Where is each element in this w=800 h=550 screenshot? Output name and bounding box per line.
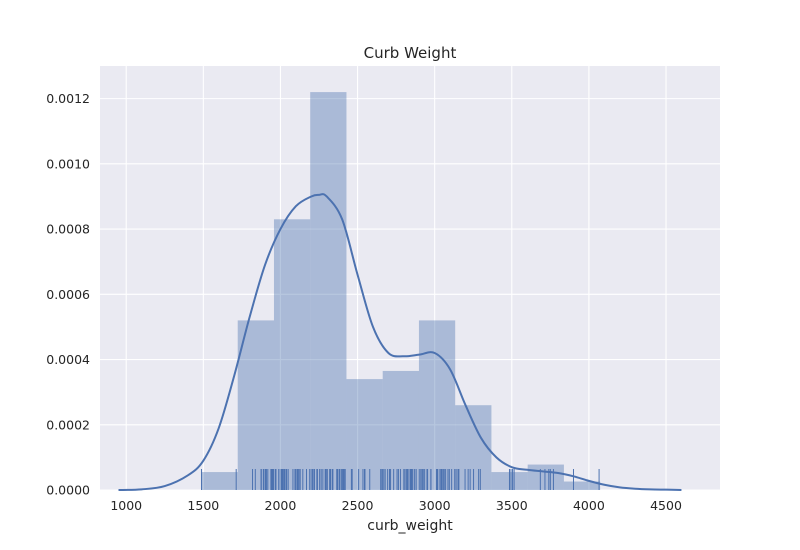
histogram-bar — [563, 481, 601, 490]
x-tick-label: 1500 — [187, 498, 219, 513]
y-tick-label: 0.0012 — [46, 91, 90, 106]
x-tick-label: 2000 — [265, 498, 297, 513]
grid — [100, 66, 720, 491]
histogram-bar — [310, 92, 347, 490]
y-tick-label: 0.0004 — [46, 352, 90, 367]
y-tick-label: 0.0008 — [46, 222, 90, 237]
histogram-bar — [237, 320, 274, 490]
y-tick-label: 0.0006 — [46, 287, 90, 302]
kde-line — [118, 193, 682, 491]
x-axis-ticks: 1000 1500 2000 2500 3000 3500 4000 4500 — [110, 498, 682, 513]
histogram-bar — [273, 219, 311, 491]
x-tick-label: 3500 — [496, 498, 528, 513]
y-tick-label: 0.0002 — [46, 417, 90, 432]
y-tick-label: 0.0010 — [46, 156, 90, 171]
y-axis-ticks: 0.0000 0.0002 0.0004 0.0006 0.0008 0.0010 0.00… — [46, 91, 90, 497]
histogram-bar — [527, 464, 564, 490]
x-tick-label: 2500 — [342, 498, 374, 513]
x-tick-label: 4000 — [573, 498, 605, 513]
chart-title: Curb Weight — [364, 44, 457, 62]
y-tick-label: 0.0000 — [46, 483, 90, 498]
x-tick-label: 1000 — [110, 498, 142, 513]
x-axis-label: curb_weight — [367, 518, 453, 534]
kde-curve — [118, 193, 682, 491]
histogram-bar — [201, 472, 238, 490]
x-tick-label: 3000 — [419, 498, 451, 513]
histogram-bar — [418, 320, 456, 490]
x-tick-label: 4500 — [650, 498, 682, 513]
rug-marks — [200, 469, 600, 490]
